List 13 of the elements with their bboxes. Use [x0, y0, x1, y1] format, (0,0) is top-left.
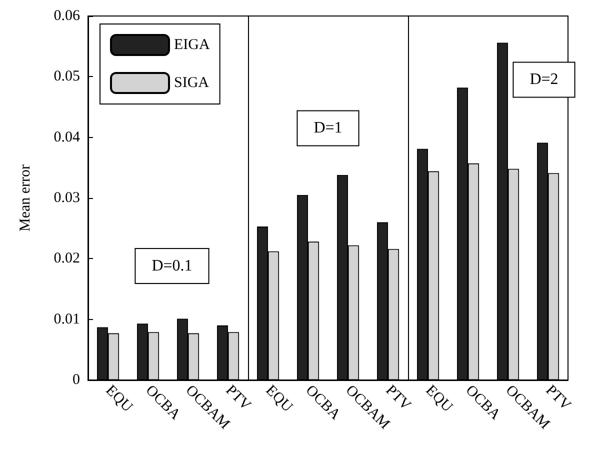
y-tick-label: 0.01 — [54, 311, 80, 328]
legend-label: EIGA — [174, 37, 210, 53]
y-tick-label: 0.04 — [54, 129, 80, 146]
y-tick-label: 0.05 — [54, 68, 80, 85]
annotation: D=2 — [530, 71, 558, 88]
y-axis-title: Mean error — [18, 164, 34, 232]
annotation: D=1 — [314, 120, 342, 137]
y-tick-label: 0.03 — [54, 190, 80, 206]
legend-label: SIGA — [174, 75, 210, 91]
y-tick-label: 0.06 — [54, 8, 80, 24]
y-tick-label: 0.02 — [54, 250, 80, 267]
y-tick-label: 0 — [72, 372, 80, 388]
annotation: D=0.1 — [152, 257, 192, 274]
